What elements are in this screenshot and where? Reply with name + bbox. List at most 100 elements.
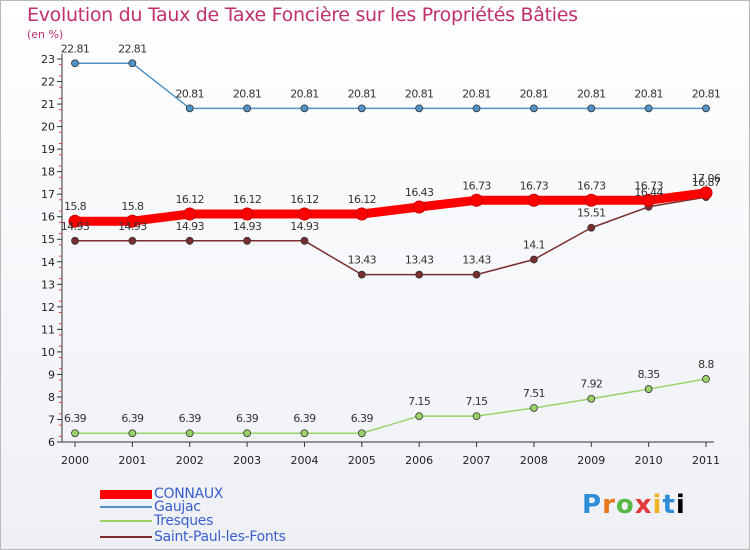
legend-swatch [100,536,152,538]
data-label: 13.43 [462,254,491,267]
data-point [470,193,484,207]
data-point [240,207,254,221]
data-point [412,200,426,214]
chart-title: Evolution du Taux de Taxe Foncière sur l… [27,4,578,26]
data-point [472,412,481,420]
unit-label: (en %) [27,28,64,41]
y-tick-label: 17 [41,188,55,201]
data-point [357,429,366,438]
y-tick-label: 14 [41,256,55,269]
data-label: 16.44 [634,186,663,199]
data-point [243,104,251,113]
data-point [472,104,481,113]
data-point [699,186,713,200]
legend-swatch [100,506,152,508]
y-tick-label: 11 [41,323,55,336]
data-label: 16.43 [405,186,434,199]
legend-swatch [100,520,152,522]
data-point [530,104,538,113]
data-label: 22.81 [61,42,90,55]
data-label: 16.73 [634,179,663,192]
data-point [243,429,251,438]
data-label: 20.81 [175,87,204,100]
y-tick-label: 7 [48,413,55,426]
data-point [71,59,79,68]
data-point [415,104,424,113]
series-line-connaux [70,188,711,226]
legend-item: Gaujac [100,499,201,515]
data-point [357,104,366,113]
data-label: 16.73 [520,179,549,192]
data-label: 16.87 [692,176,721,189]
data-point [530,255,538,264]
data-point [300,236,309,245]
data-label: 13.43 [348,254,377,267]
data-point [71,429,79,438]
data-label: 14.93 [175,220,204,233]
data-label: 20.81 [577,87,606,100]
data-label: 7.15 [465,395,488,408]
data-label: 6.39 [121,412,144,425]
data-point [71,236,79,245]
data-label: 15.8 [64,200,87,213]
data-point [584,193,598,207]
y-tick-label: 21 [41,98,55,111]
x-tick-label: 2005 [348,454,376,467]
x-tick-label: 2002 [176,454,204,467]
data-label: 16.12 [348,193,377,206]
data-point [125,214,139,228]
data-label: 15.51 [577,207,606,220]
series-line-saint-paul-les-fonts [74,196,707,276]
x-tick-label: 2010 [635,454,663,467]
data-label: 6.39 [293,412,316,425]
data-label: 20.81 [405,87,434,100]
y-tick-label: 15 [41,233,55,246]
data-point [527,193,541,207]
data-point [587,104,596,113]
proxiti-logo: Proxiti [582,490,686,520]
data-point [702,375,710,383]
data-label: 20.81 [462,87,491,100]
data-point [185,236,194,245]
data-point [300,104,309,113]
data-label: 14.93 [118,220,147,233]
data-label: 16.73 [577,179,606,192]
data-label: 14.93 [61,220,90,233]
x-tick-label: 2000 [61,454,89,467]
data-label: 20.81 [290,87,319,100]
data-label: 7.15 [408,395,431,408]
data-point [355,207,369,221]
data-label: 14.93 [233,220,262,233]
legend-label: Gaujac [154,499,201,515]
x-tick-label: 2008 [520,454,548,467]
data-point [68,214,82,228]
data-point [415,270,424,279]
data-label: 7.92 [580,378,602,391]
data-label: 17.06 [692,172,721,185]
data-label: 7.51 [523,387,545,400]
data-label: 20.81 [348,87,377,100]
data-point [128,429,137,438]
y-tick-label: 20 [41,121,55,134]
data-label: 6.39 [236,412,259,425]
x-tick-label: 2009 [577,454,605,467]
y-tick-label: 13 [41,278,55,291]
x-tick-label: 2011 [692,454,720,467]
data-label: 16.12 [175,193,204,206]
data-point [185,104,194,113]
data-point [357,270,366,279]
data-point [297,207,311,221]
y-tick-label: 19 [41,143,55,156]
data-label: 20.81 [520,87,549,100]
y-tick-label: 9 [48,368,55,381]
data-point [183,207,197,221]
data-label: 20.81 [634,87,663,100]
data-label: 14.93 [290,220,319,233]
data-point [644,104,653,113]
data-point [243,236,251,245]
data-label: 20.81 [692,87,721,100]
legend-label: Tresques [154,513,214,529]
legend-label: Saint-Paul-les-Fonts [154,529,286,545]
data-label: 6.39 [351,412,374,425]
